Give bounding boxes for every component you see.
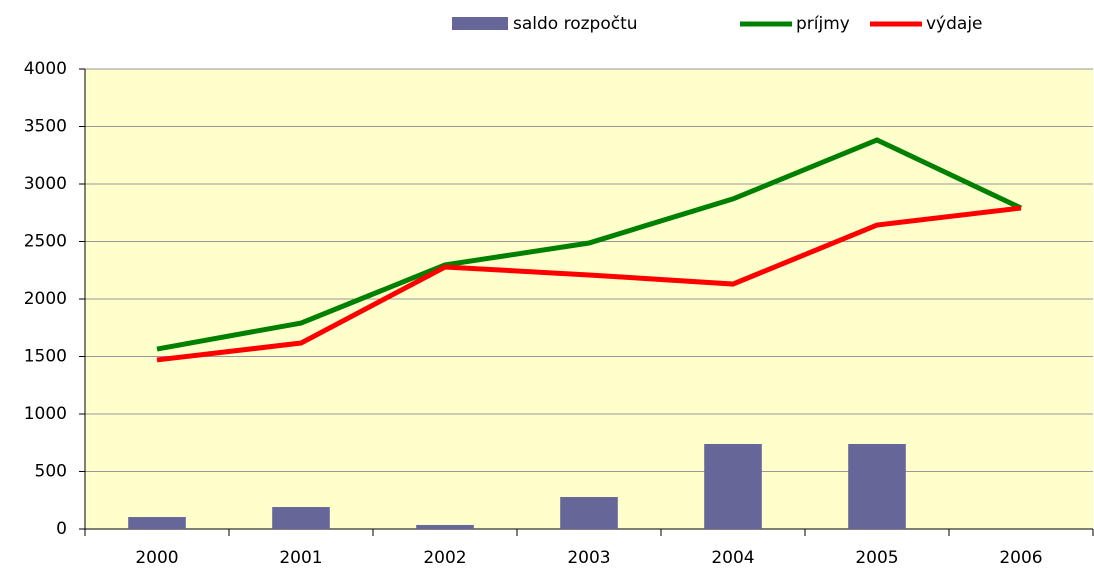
x-tick-label: 2003 (567, 548, 610, 568)
line (156, 137, 1023, 352)
y-tick-label: 3500 (24, 117, 67, 137)
legend-label: výdaje (926, 14, 983, 34)
y-tick-label: 0 (56, 519, 67, 539)
bar (272, 507, 330, 529)
x-tick-label: 2002 (423, 548, 466, 568)
bar (704, 444, 762, 529)
x-tick-label: 2001 (279, 548, 322, 568)
legend-label: saldo rozpočtu (513, 14, 638, 34)
x-tick-label: 2004 (711, 548, 754, 568)
bar (848, 444, 906, 529)
line (156, 205, 1022, 363)
bar (128, 517, 186, 529)
bar (416, 524, 474, 529)
legend-label: príjmy (796, 14, 850, 34)
legend-swatch (452, 17, 508, 30)
x-tick-label: 2000 (135, 548, 178, 568)
y-tick-label: 2000 (24, 289, 67, 309)
x-tick-label: 2005 (855, 548, 898, 568)
y-tick-label: 2500 (24, 232, 67, 252)
y-tick-label: 1500 (24, 347, 67, 367)
y-tick-label: 1000 (24, 404, 67, 424)
y-tick-label: 500 (35, 462, 67, 482)
y-tick-label: 3000 (24, 174, 67, 194)
y-tick-label: 4000 (24, 59, 67, 79)
bar (560, 497, 618, 529)
x-tick-label: 2006 (999, 548, 1042, 568)
